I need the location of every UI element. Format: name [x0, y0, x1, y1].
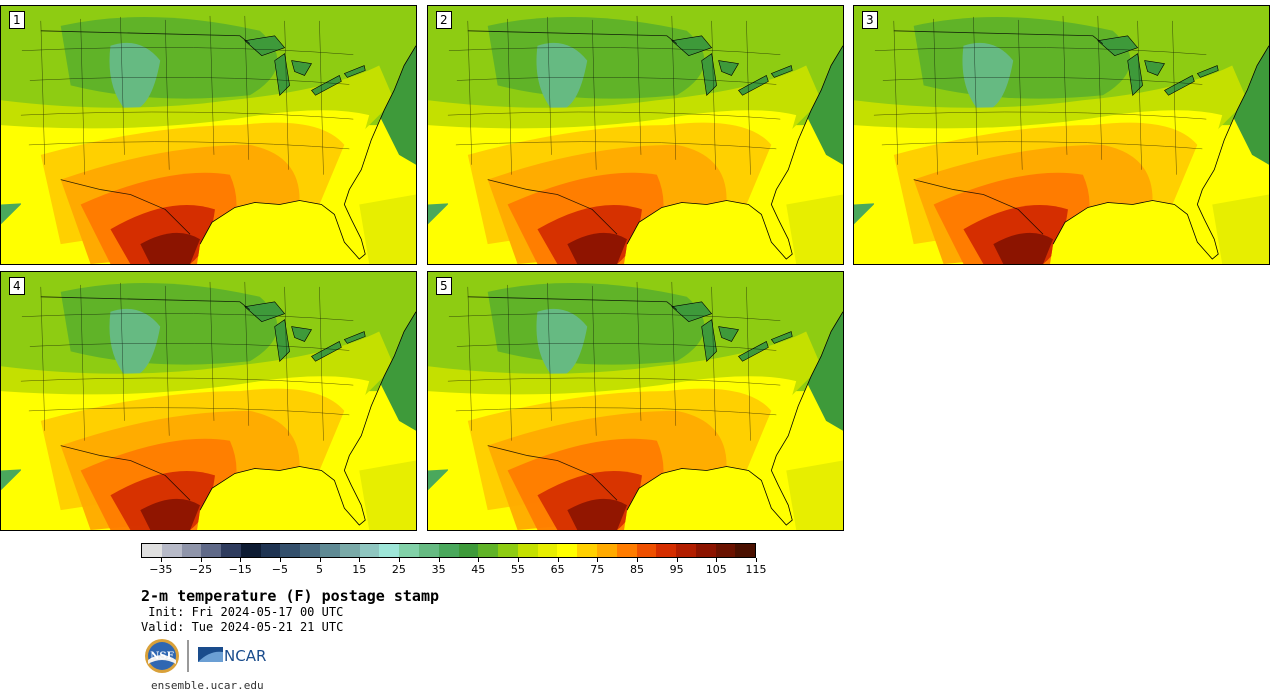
colorbar-tick-label: −35 — [149, 563, 173, 576]
colorbar-tick — [597, 558, 599, 562]
colorbar-tick-label: 95 — [669, 563, 684, 576]
colorbar-tick — [756, 558, 757, 562]
colorbar-segment — [339, 544, 360, 557]
colorbar-segment — [537, 544, 558, 557]
colorbar-tick-label: 45 — [471, 563, 486, 576]
website-url: ensemble.ucar.edu — [151, 679, 264, 692]
colorbar-segment — [438, 544, 459, 557]
temperature-map — [428, 6, 843, 264]
colorbar-tick-label: 115 — [745, 563, 767, 576]
panel-number-label: 5 — [436, 277, 452, 295]
panel-number-label: 4 — [9, 277, 25, 295]
colorbar-segment — [735, 544, 756, 557]
colorbar — [141, 543, 756, 558]
colorbar-tick-label: −15 — [228, 563, 252, 576]
colorbar-tick-label: 15 — [352, 563, 367, 576]
colorbar-tick — [359, 558, 361, 562]
colorbar-tick — [676, 558, 678, 562]
temperature-map — [1, 6, 416, 264]
colorbar-segment — [636, 544, 657, 557]
chart-title: 2-m temperature (F) postage stamp — [141, 587, 440, 605]
colorbar-segment — [517, 544, 538, 557]
colorbar-tick — [319, 558, 321, 562]
colorbar-segment — [359, 544, 380, 557]
map-panel-5: 5 — [427, 271, 844, 531]
colorbar-segment — [577, 544, 597, 557]
colorbar-tick — [200, 558, 202, 562]
colorbar-segment — [379, 544, 400, 557]
colorbar-segment — [498, 544, 518, 557]
init-time: Init: Fri 2024-05-17 00 UTC — [141, 605, 344, 619]
colorbar-segment — [260, 544, 281, 557]
colorbar-segment — [221, 544, 241, 557]
colorbar-segment — [596, 544, 617, 557]
colorbar-tick — [279, 558, 281, 562]
colorbar-tick-label: 65 — [550, 563, 565, 576]
colorbar-segment — [478, 544, 499, 557]
colorbar-tick-label: 25 — [391, 563, 406, 576]
panel-number-label: 2 — [436, 11, 452, 29]
panel-number-label: 1 — [9, 11, 25, 29]
colorbar-segment — [418, 544, 439, 557]
temperature-map — [854, 6, 1269, 264]
colorbar-segment — [201, 544, 222, 557]
logos: NSF NCAR — [145, 639, 266, 673]
colorbar-segment — [399, 544, 419, 557]
map-panel-2: 2 — [427, 5, 844, 265]
colorbar-tick-label: 105 — [705, 563, 727, 576]
colorbar-tick-label: −5 — [271, 563, 288, 576]
colorbar-tick — [517, 558, 519, 562]
colorbar-segment — [458, 544, 479, 557]
colorbar-segment — [142, 544, 162, 557]
colorbar-segment — [676, 544, 696, 557]
panel-number-label: 3 — [862, 11, 878, 29]
colorbar-tick-label: 5 — [316, 563, 324, 576]
colorbar-tick — [636, 558, 638, 562]
map-panel-3: 3 — [853, 5, 1270, 265]
ncar-logo-icon: NCAR — [198, 647, 266, 665]
colorbar-ticks: −35 −25 −15 −5 5 15 25 35 45 55 65 75 85 95 105 115 — [141, 558, 767, 578]
colorbar-segment — [280, 544, 301, 557]
colorbar-tick — [716, 558, 718, 562]
colorbar-segment — [161, 544, 182, 557]
colorbar-segment — [616, 544, 637, 557]
colorbar-segment — [240, 544, 261, 557]
colorbar-segment — [557, 544, 578, 557]
nsf-logo-text: NSF — [150, 651, 173, 662]
temperature-map — [1, 272, 416, 530]
colorbar-segment — [715, 544, 736, 557]
map-panel-1: 1 — [0, 5, 417, 265]
colorbar-tick — [438, 558, 440, 562]
colorbar-segment — [656, 544, 677, 557]
ncar-logo-text: NCAR — [224, 647, 266, 665]
valid-time: Valid: Tue 2024-05-21 21 UTC — [141, 620, 344, 634]
map-panel-4: 4 — [0, 271, 417, 531]
colorbar-tick-label: 75 — [590, 563, 605, 576]
temperature-map — [428, 272, 843, 530]
colorbar-tick — [398, 558, 400, 562]
colorbar-tick — [160, 558, 162, 562]
colorbar-tick-label: 55 — [510, 563, 525, 576]
colorbar-segment — [320, 544, 340, 557]
colorbar-segment — [300, 544, 321, 557]
colorbar-tick — [478, 558, 480, 562]
colorbar-segment — [181, 544, 202, 557]
colorbar-tick-label: 85 — [629, 563, 644, 576]
colorbar-tick-label: −25 — [188, 563, 213, 576]
colorbar-tick — [240, 558, 242, 562]
colorbar-segment — [695, 544, 716, 557]
colorbar-tick — [557, 558, 559, 562]
nsf-logo-icon: NSF — [145, 639, 179, 673]
colorbar-tick-label: 35 — [431, 563, 446, 576]
